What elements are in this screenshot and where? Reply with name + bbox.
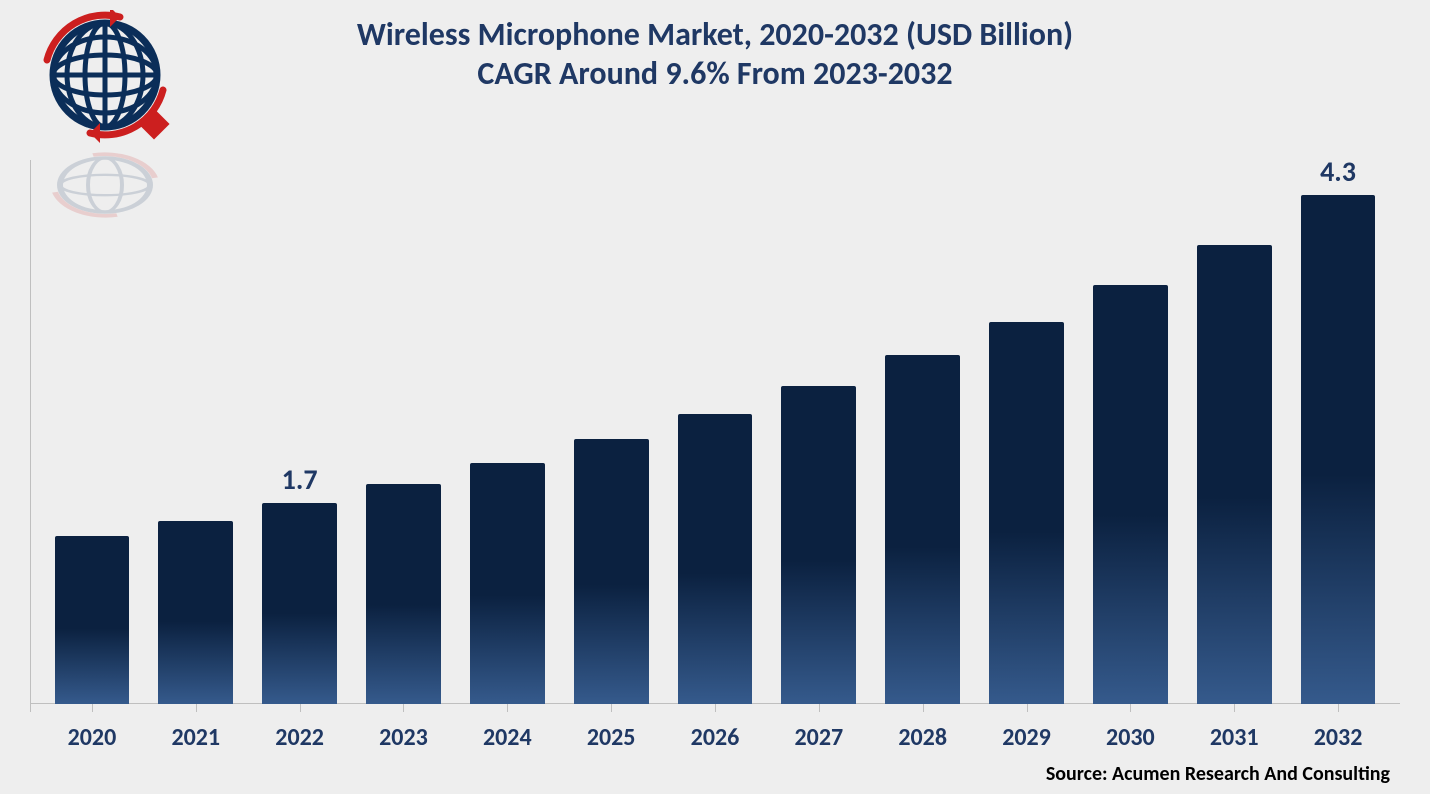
x-axis-label: 2024 — [455, 723, 559, 752]
bar-slot — [352, 160, 456, 704]
x-tick — [1027, 704, 1028, 712]
bar — [1197, 245, 1272, 704]
x-tick — [1130, 704, 1131, 712]
x-axis-label: 2023 — [352, 723, 456, 752]
bars-container: 1.7 4.3 — [40, 160, 1390, 704]
bar-slot — [559, 160, 663, 704]
bar-slot — [144, 160, 248, 704]
bar-slot — [975, 160, 1079, 704]
y-axis — [30, 160, 31, 712]
bar — [366, 484, 441, 704]
x-tick — [611, 704, 612, 712]
bar — [781, 386, 856, 704]
bar — [262, 503, 337, 704]
bar — [885, 355, 960, 704]
bar — [989, 322, 1064, 704]
x-axis-label: 2032 — [1286, 723, 1390, 752]
infographic-page: Wireless Microphone Market, 2020-2032 (U… — [0, 0, 1430, 794]
x-axis-label: 2030 — [1078, 723, 1182, 752]
bar — [1093, 285, 1168, 704]
bar — [55, 536, 130, 704]
x-tick — [507, 704, 508, 712]
x-axis-label: 2021 — [144, 723, 248, 752]
x-tick — [923, 704, 924, 712]
x-axis-label: 2025 — [559, 723, 663, 752]
x-axis-labels: 2020202120222023202420252026202720282029… — [40, 723, 1390, 752]
x-axis-label: 2022 — [248, 723, 352, 752]
bar-slot — [1078, 160, 1182, 704]
x-axis-label: 2028 — [871, 723, 975, 752]
x-tick — [819, 704, 820, 712]
bar — [158, 521, 233, 704]
chart-title-block: Wireless Microphone Market, 2020-2032 (U… — [0, 15, 1430, 93]
x-axis-label: 2029 — [975, 723, 1079, 752]
x-tick — [92, 704, 93, 712]
x-axis-label: 2026 — [663, 723, 767, 752]
chart-title-line1: Wireless Microphone Market, 2020-2032 (U… — [0, 15, 1430, 54]
bar-slot — [1182, 160, 1286, 704]
source-attribution: Source: Acumen Research And Consulting — [1046, 762, 1390, 786]
bar-slot — [455, 160, 559, 704]
bar-slot: 1.7 — [248, 160, 352, 704]
x-axis-label: 2031 — [1182, 723, 1286, 752]
x-axis-label: 2027 — [767, 723, 871, 752]
bar — [574, 439, 649, 704]
x-tick — [403, 704, 404, 712]
x-tick — [300, 704, 301, 712]
x-tick — [715, 704, 716, 712]
bar-slot — [663, 160, 767, 704]
bar — [1301, 195, 1376, 704]
bar — [678, 414, 753, 704]
bar-value-label: 1.7 — [248, 462, 352, 497]
bar-chart: 1.7 4.3 — [30, 160, 1400, 704]
x-axis-label: 2020 — [40, 723, 144, 752]
bar-slot — [767, 160, 871, 704]
bar — [470, 463, 545, 704]
bar-slot — [40, 160, 144, 704]
x-tick — [1234, 704, 1235, 712]
bar-slot: 4.3 — [1286, 160, 1390, 704]
x-tick — [1338, 704, 1339, 712]
x-tick — [196, 704, 197, 712]
chart-title-line2: CAGR Around 9.6% From 2023-2032 — [0, 54, 1430, 93]
bar-value-label: 4.3 — [1286, 154, 1390, 189]
bar-slot — [871, 160, 975, 704]
